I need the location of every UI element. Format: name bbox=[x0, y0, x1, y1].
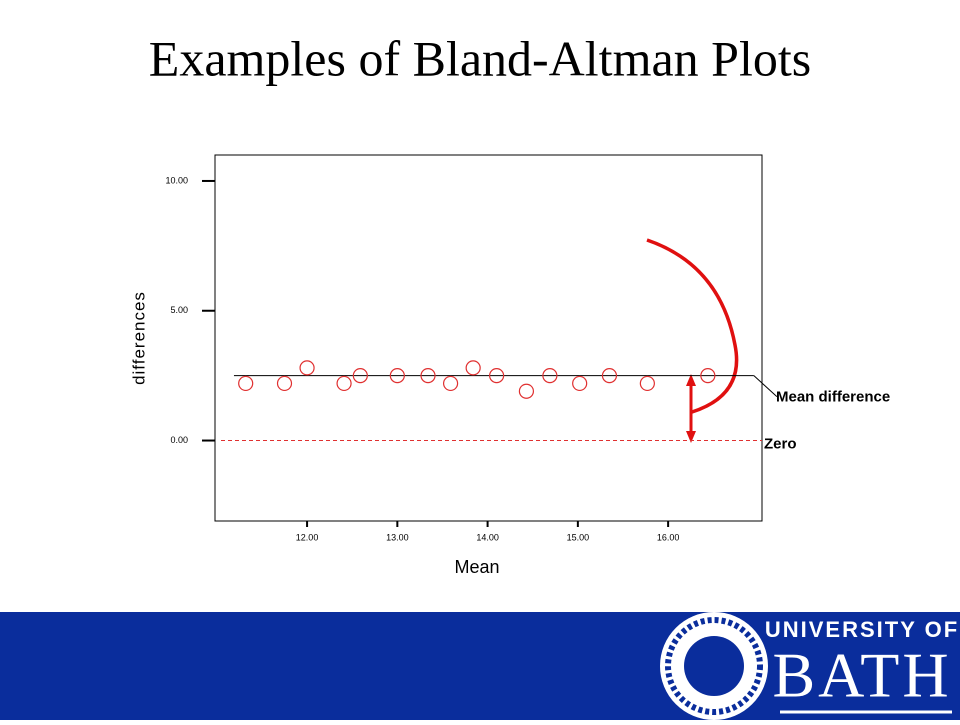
point bbox=[489, 368, 505, 384]
point bbox=[542, 368, 558, 384]
x-tick-label: 12.00 bbox=[296, 532, 319, 542]
mean-difference-label: Mean difference bbox=[776, 389, 890, 406]
point bbox=[299, 360, 315, 376]
point bbox=[420, 368, 436, 384]
x-tick-label: 15.00 bbox=[567, 532, 590, 542]
point bbox=[518, 383, 535, 399]
y-tick-label: 10.00 bbox=[165, 175, 188, 185]
arrow-head bbox=[686, 374, 696, 386]
point bbox=[601, 368, 618, 384]
logo-line2: BATH bbox=[772, 640, 951, 711]
point bbox=[442, 375, 459, 392]
zero-label: Zero bbox=[764, 436, 797, 453]
x-tick-label: 16.00 bbox=[657, 532, 680, 542]
point bbox=[639, 375, 655, 392]
y-tick-label: 5.00 bbox=[170, 305, 188, 315]
point bbox=[700, 368, 716, 384]
red-curve-arrow bbox=[646, 238, 739, 414]
point bbox=[352, 368, 368, 384]
point bbox=[389, 368, 405, 384]
slide-title: Examples of Bland-Altman Plots bbox=[149, 30, 811, 86]
footer-band bbox=[0, 612, 960, 720]
x-tick-label: 13.00 bbox=[386, 532, 409, 542]
logo-emblem-ring bbox=[665, 617, 763, 715]
logo-emblem-face bbox=[684, 636, 744, 696]
y-tick-label: 0.00 bbox=[170, 435, 188, 445]
leader-line bbox=[753, 375, 778, 398]
point bbox=[238, 375, 254, 392]
x-axis-label: Mean bbox=[454, 557, 499, 577]
x-tick-label: 14.00 bbox=[476, 532, 499, 542]
point bbox=[465, 360, 481, 376]
logo-line1: UNIVERSITY OF bbox=[765, 617, 959, 642]
point bbox=[336, 375, 352, 392]
plot-frame bbox=[214, 154, 763, 522]
arrow-head bbox=[686, 431, 696, 443]
y-axis-label: differences bbox=[129, 291, 148, 385]
point bbox=[276, 375, 293, 392]
point bbox=[572, 375, 588, 392]
